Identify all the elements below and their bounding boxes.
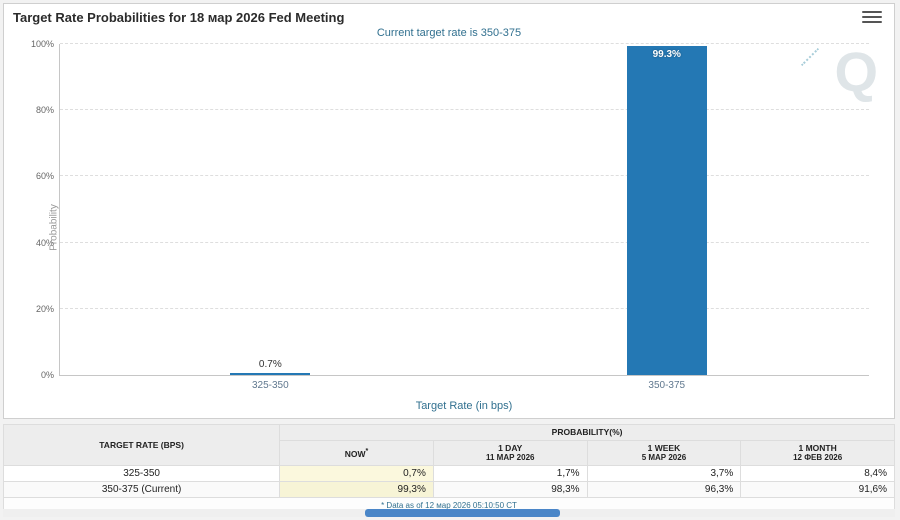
col-sub-label: 12 ФЕВ 2026 xyxy=(793,453,843,463)
horizontal-scrollbar-track[interactable] xyxy=(3,509,895,517)
x-axis-label: Target Rate (in bps) xyxy=(415,400,513,412)
week-value-cell: 3,7% xyxy=(586,465,742,483)
bar-325-350[interactable]: 0.7% xyxy=(230,359,311,375)
horizontal-scrollbar-thumb[interactable] xyxy=(365,509,560,517)
probability-table: TARGET RATE (BPS) PROBABILITY(%) NOW* 1 … xyxy=(2,423,895,515)
gridline xyxy=(60,109,869,111)
x-category-label: 350-375 xyxy=(648,380,686,391)
hamburger-bar xyxy=(862,16,882,18)
bar-value-label: 0.7% xyxy=(258,358,282,370)
table-header-target-rate: TARGET RATE (BPS) xyxy=(2,423,281,467)
rate-cell: 325-350 xyxy=(2,465,281,483)
hamburger-bar xyxy=(862,21,882,23)
table-header-1-day: 1 DAY 11 МАР 2026 xyxy=(432,439,588,467)
week-value-cell: 96,3% xyxy=(586,481,742,499)
table-header-probability-group: PROBABILITY(%) xyxy=(279,424,895,441)
x-category-label: 325-350 xyxy=(251,380,289,391)
rate-cell: 350-375 (Current) xyxy=(2,481,281,499)
y-axis-label: Probability xyxy=(48,204,60,251)
chart-subtitle: Current target rate is 350-375 xyxy=(376,27,522,39)
bar-value-label: 99.3% xyxy=(652,49,681,61)
probability-table-wrap: TARGET RATE (BPS) PROBABILITY(%) NOW* 1 … xyxy=(2,423,895,515)
month-value-cell: 8,4% xyxy=(740,465,895,483)
y-tick-label: 100% xyxy=(30,39,54,49)
y-tick-label: 0% xyxy=(40,370,54,380)
y-tick-label: 80% xyxy=(35,105,54,116)
col-label: NOW xyxy=(344,448,366,459)
col-label: 1 MONTH xyxy=(798,442,837,453)
day-value-cell: 1,7% xyxy=(432,465,588,483)
month-value-cell: 91,6% xyxy=(740,481,895,499)
col-sub-label: 11 МАР 2026 xyxy=(485,453,535,463)
table-header-1-month: 1 MONTH 12 ФЕВ 2026 xyxy=(740,439,895,467)
cme-logo-watermark-icon: Q xyxy=(834,40,878,103)
y-tick-label: 60% xyxy=(35,171,54,182)
chart-title: Target Rate Probabilities for 18 мар 202… xyxy=(13,10,345,25)
gridline xyxy=(60,43,869,44)
table-row-325-350: 325-350 0,7% 1,7% 3,7% 8,4% xyxy=(2,465,895,483)
gridline xyxy=(60,175,869,177)
now-value-cell: 99,3% xyxy=(279,481,434,499)
table-row-350-375-current: 350-375 (Current) 99,3% 98,3% 96,3% 91,6… xyxy=(2,481,895,499)
gridline xyxy=(60,241,869,243)
table-header-now: NOW* xyxy=(279,439,434,467)
day-value-cell: 98,3% xyxy=(432,481,588,499)
table-header-1-week: 1 WEEK 5 МАР 2026 xyxy=(586,439,742,467)
chart-panel: Target Rate Probabilities for 18 мар 202… xyxy=(3,3,895,419)
gridline xyxy=(60,307,869,309)
col-label: 1 DAY xyxy=(498,442,523,453)
now-value-cell: 0,7% xyxy=(279,465,434,483)
col-label: 1 WEEK xyxy=(647,442,681,453)
col-sup: * xyxy=(365,446,369,455)
hamburger-bar xyxy=(862,11,882,13)
y-tick-label: 40% xyxy=(35,237,54,248)
col-sub-label: 5 МАР 2026 xyxy=(641,453,687,463)
bar-350-375[interactable]: 99.3% xyxy=(626,46,707,375)
plot-area: 0% 20% 40% 60% 80% 100% Probability 0.7%… xyxy=(31,39,869,391)
y-tick-label: 20% xyxy=(35,303,54,314)
hamburger-menu-icon[interactable] xyxy=(862,11,882,25)
